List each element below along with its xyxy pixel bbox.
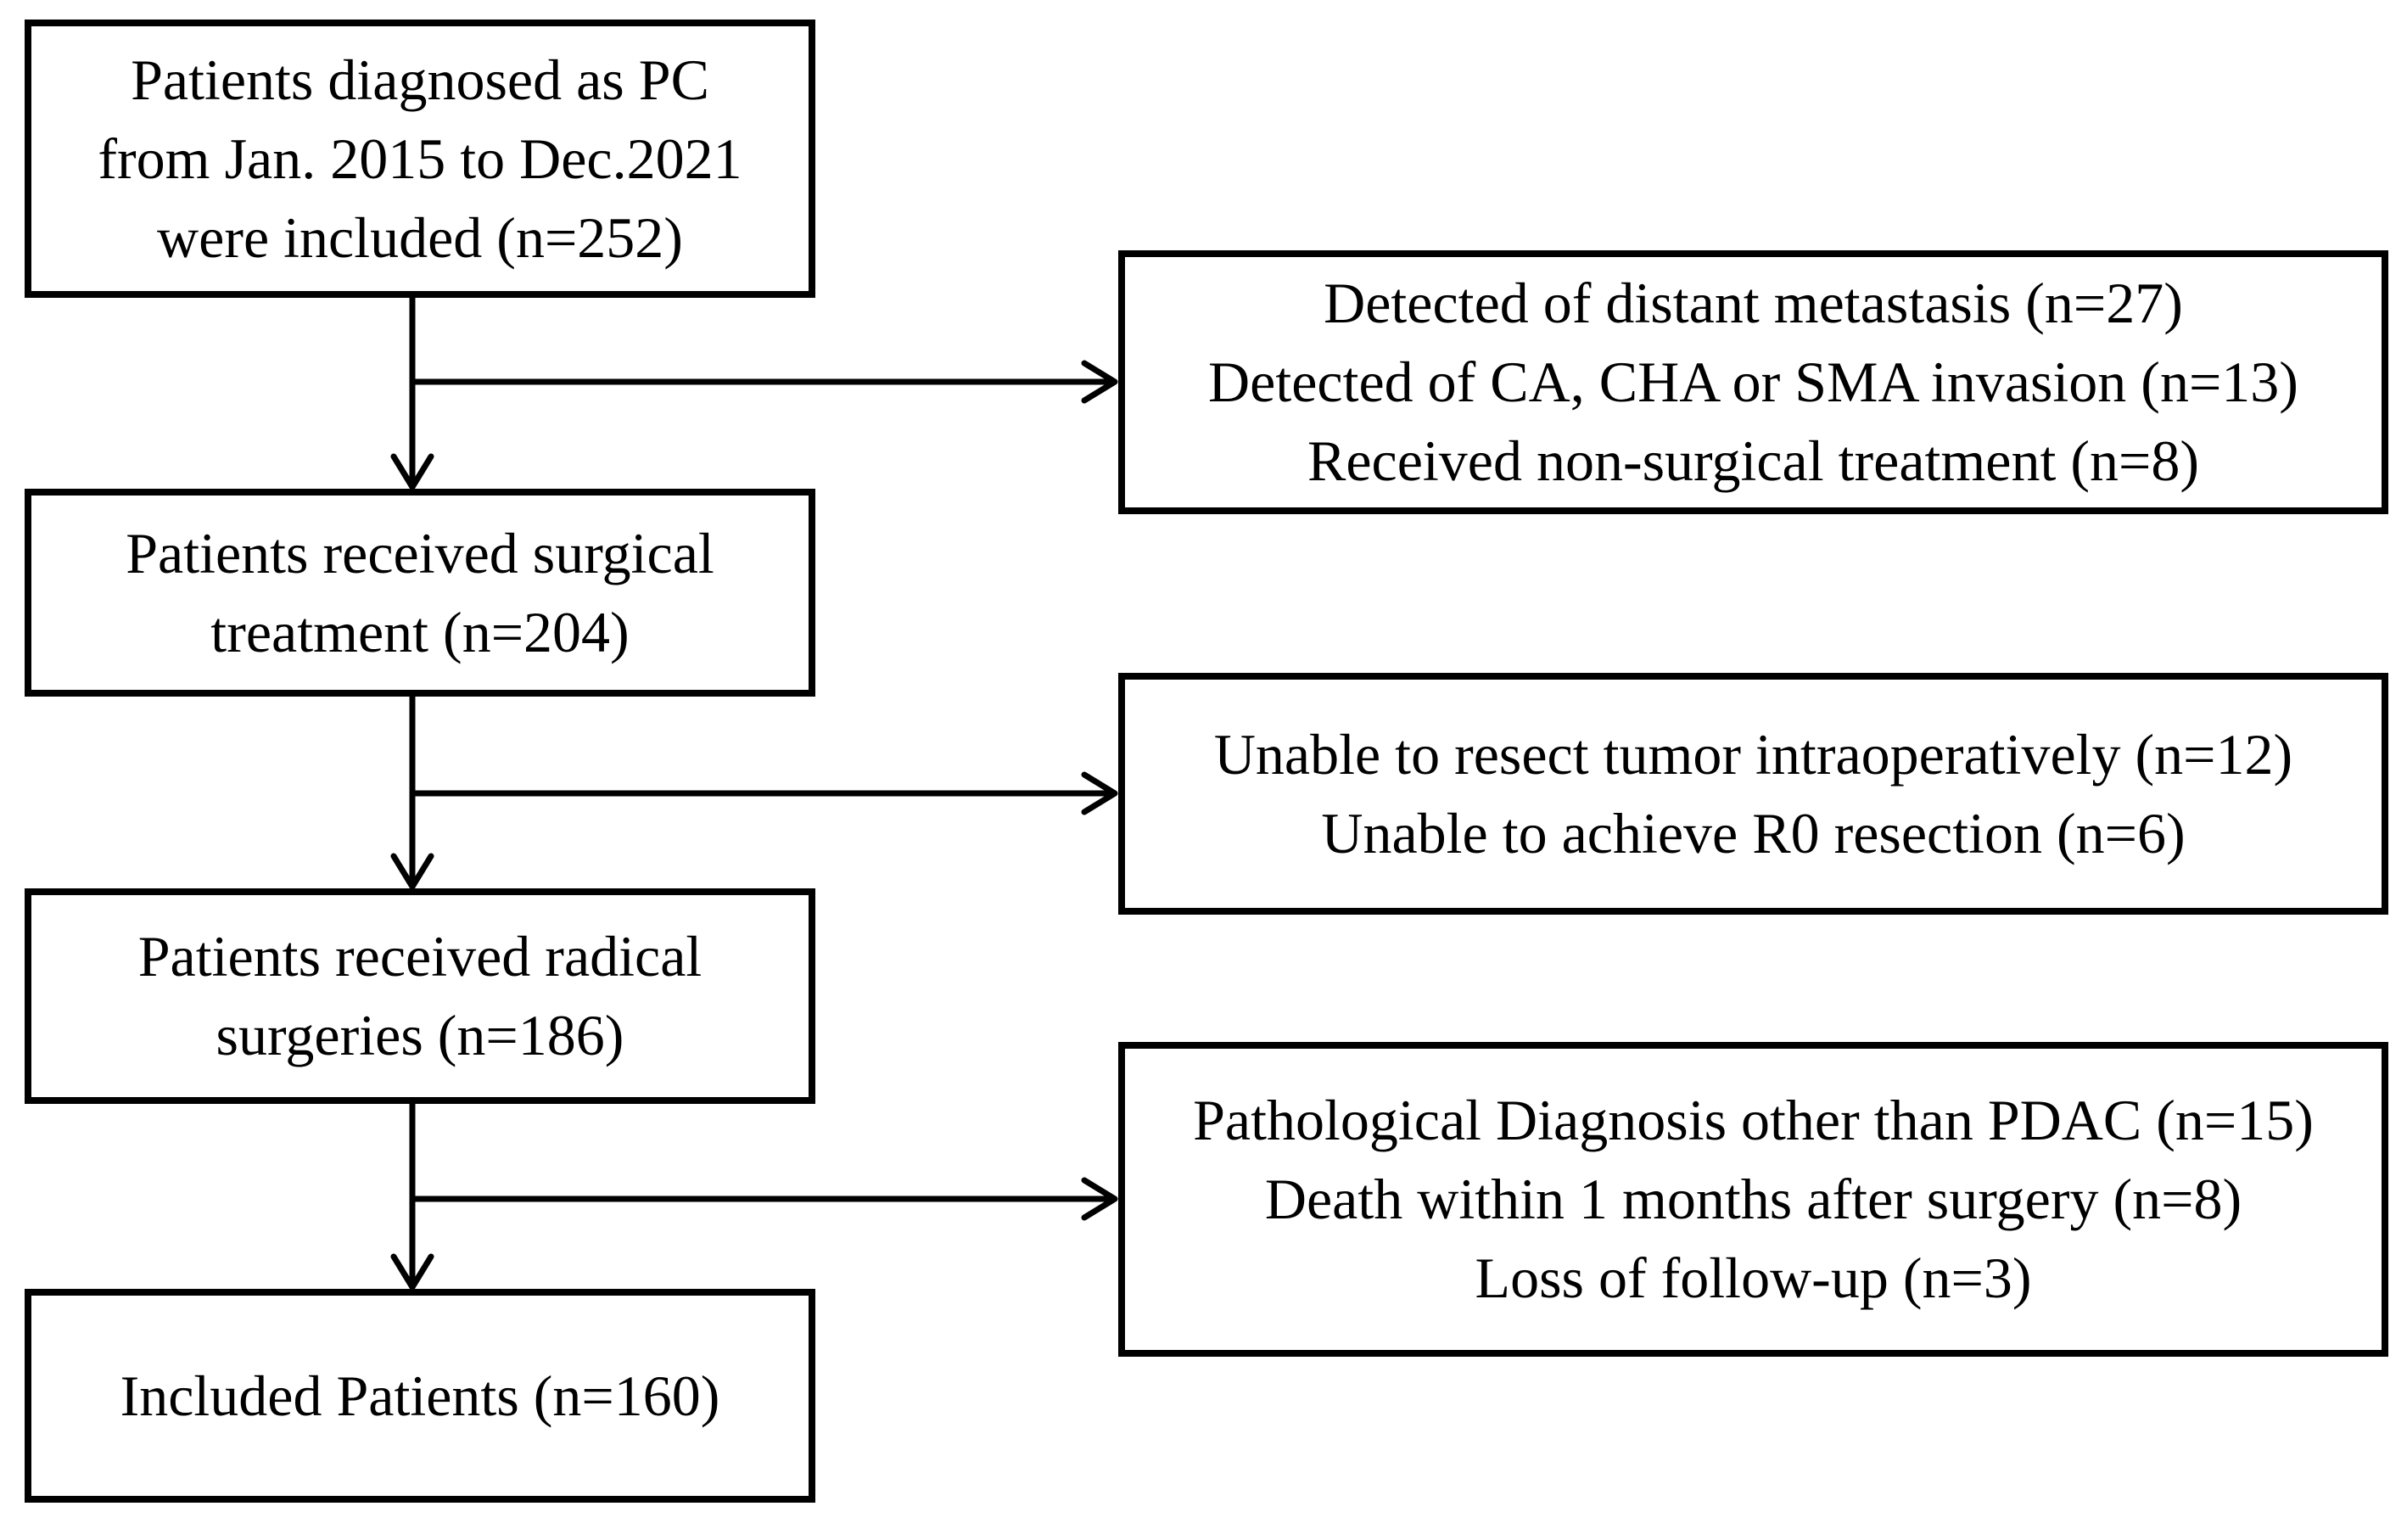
arrow-right-2 — [412, 771, 1118, 815]
arrow-down-3 — [390, 1104, 434, 1291]
arrow-down-2 — [390, 697, 434, 890]
arrow-right-1 — [412, 360, 1118, 404]
arrow-down-2-head — [390, 853, 434, 890]
box-surgical-treatment-line-1: Patients received surgical — [126, 520, 714, 585]
box-radical-surgeries-line-1: Patients received radical — [137, 924, 703, 988]
arrow-right-3 — [412, 1177, 1118, 1221]
box-exclusion-before-surgery-line-1: Detected of distant metastasis (n=27) — [1324, 271, 2183, 335]
box-exclusion-before-surgery: Detected of distant metastasis (n=27) De… — [1118, 250, 2388, 514]
box-radical-surgeries-line-2: surgeries (n=186) — [216, 1003, 624, 1067]
box-surgical-treatment: Patients received surgical treatment (n=… — [25, 489, 815, 697]
box-exclusion-intraoperative-line-1: Unable to resect tumor intraoperatively … — [1213, 721, 2293, 787]
box-exclusion-before-surgery-line-2: Detected of CA, CHA or SMA invasion (n=1… — [1208, 350, 2298, 414]
box-included-patients-line-1: Included Patients (n=160) — [120, 1363, 720, 1428]
box-exclusion-intraoperative-line-2: Unable to achieve R0 resection (n=6) — [1321, 800, 2186, 865]
box-exclusion-after-surgery-line-1: Pathological Diagnosis other than PDAC (… — [1193, 1088, 2314, 1152]
box-diagnosed-pc-line-3: were included (n=252) — [157, 204, 683, 270]
box-diagnosed-pc-line-1: Patients diagnosed as PC — [131, 47, 709, 112]
box-exclusion-after-surgery-line-3: Loss of follow-up (n=3) — [1475, 1246, 2032, 1310]
arrow-right-3-head — [1081, 1177, 1118, 1221]
box-exclusion-intraoperative: Unable to resect tumor intraoperatively … — [1118, 673, 2388, 915]
box-exclusion-after-surgery-line-2: Death within 1 months after surgery (n=8… — [1264, 1167, 2242, 1231]
box-diagnosed-pc-line-2: from Jan. 2015 to Dec.2021 — [98, 126, 742, 191]
box-radical-surgeries: Patients received radical surgeries (n=1… — [25, 888, 815, 1104]
box-exclusion-before-surgery-line-3: Received non-surgical treatment (n=8) — [1307, 428, 2200, 493]
arrow-down-1 — [390, 298, 434, 490]
arrow-right-1-head — [1081, 360, 1118, 404]
arrow-down-3-head — [390, 1253, 434, 1291]
box-diagnosed-pc: Patients diagnosed as PC from Jan. 2015 … — [25, 20, 815, 298]
arrow-down-1-head — [390, 453, 434, 490]
box-surgical-treatment-line-2: treatment (n=204) — [210, 599, 630, 664]
box-exclusion-after-surgery: Pathological Diagnosis other than PDAC (… — [1118, 1042, 2388, 1357]
arrow-right-2-head — [1081, 771, 1118, 815]
box-included-patients: Included Patients (n=160) — [25, 1289, 815, 1503]
